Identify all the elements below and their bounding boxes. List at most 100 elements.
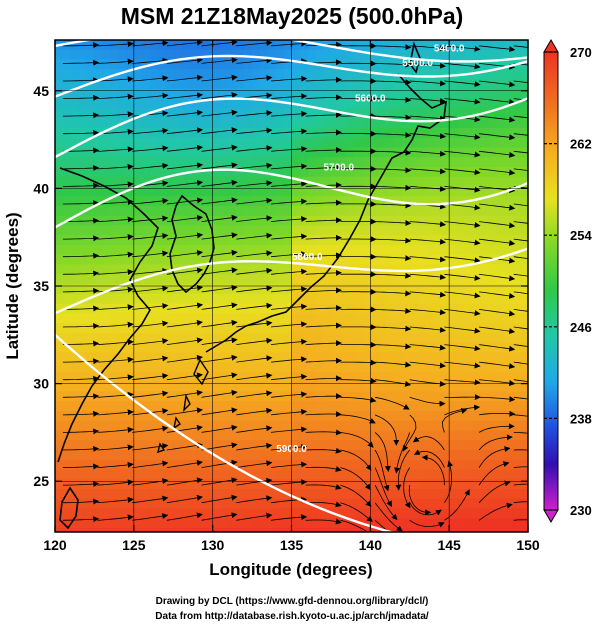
streamline [270,391,308,398]
streamline [479,273,516,282]
heatmap-cell [244,206,253,217]
heatmap-cell [62,88,72,100]
heatmap-cell [299,235,308,246]
heatmap-cell [346,254,356,266]
heatmap-cell [78,528,88,532]
heatmap-cell [283,508,293,519]
heatmap-cell [346,342,356,353]
streamline [305,357,342,364]
heatmap-cell [394,489,403,500]
heatmap-cell [354,469,364,480]
streamline [444,344,481,352]
heatmap-cell [433,498,442,510]
heatmap-cell [204,147,214,158]
heatmap-cell [110,469,119,480]
heatmap-cell [457,166,466,178]
heatmap-cell [401,411,411,422]
heatmap-cell [330,254,340,266]
heatmap-cell [338,274,348,285]
heatmap-cell [165,59,174,70]
heatmap-cell [386,411,395,422]
heatmap-cell [102,69,111,80]
heatmap-cell [157,411,166,422]
heatmap-cell [212,186,222,197]
heatmap-cell [118,352,127,363]
heatmap-cell [433,274,442,285]
heatmap-cell [417,342,427,353]
heatmap-cell [86,489,95,500]
heatmap-cell [457,264,466,275]
heatmap-cell [291,352,300,363]
heatmap-cell [378,79,387,90]
heatmap-cell [70,420,80,432]
heatmap-cell [62,176,72,188]
heatmap-cell [196,69,206,80]
heatmap-cell [362,332,371,344]
heatmap-cell [409,157,419,168]
heatmap-cell [141,137,151,148]
heatmap-cell [212,313,222,324]
streamline [409,361,446,369]
heatmap-cell [94,411,103,422]
heatmap-cell [275,186,285,197]
heatmap-cell [504,206,513,217]
heatmap-cell [315,430,324,441]
heatmap-cell [417,108,427,119]
heatmap-cell [307,440,316,451]
streamline [409,238,446,245]
heatmap-cell [512,215,521,227]
heatmap-cell [323,459,332,471]
heatmap-cell [354,235,364,246]
heatmap-cell [118,303,127,314]
streamline [62,463,100,470]
heatmap-cell [189,440,198,451]
heatmap-cell [244,284,253,295]
heatmap-cell [504,450,513,461]
streamline [305,129,342,136]
streamline [236,425,273,433]
heatmap-cell [417,371,427,383]
heatmap-cell [394,303,403,314]
heatmap-cell [260,489,269,500]
heatmap-cell [472,225,482,236]
heatmap-cell [496,118,505,129]
heatmap-cell [464,206,474,217]
heatmap-cell [338,137,348,148]
heatmap-cell [346,332,356,344]
heatmap-cell [362,225,371,236]
heatmap-cell [315,293,324,305]
streamline [236,145,273,152]
heatmap-cell [220,157,229,168]
heatmap-cell [457,157,466,168]
heatmap-cell [386,352,395,363]
heatmap-cell [488,352,498,363]
heatmap-cell [496,186,505,197]
heatmap-cell [441,440,450,451]
heatmap-cell [110,440,119,451]
heatmap-cell [378,508,387,519]
heatmap-cell [196,391,206,402]
heatmap-cell [102,118,111,129]
heatmap-cell [283,303,293,314]
heatmap-cell [126,381,135,393]
heatmap-cell [441,225,450,236]
heatmap-cell [220,215,229,227]
heatmap-cell [189,235,198,246]
streamline [444,133,481,140]
heatmap-cell [118,264,127,275]
heatmap-cell [457,381,466,393]
heatmap-cell [512,323,521,334]
heatmap-cell [464,264,474,275]
heatmap-cell [504,459,513,471]
heatmap-cell [165,459,174,471]
heatmap-cell [488,157,498,168]
heatmap-cell [141,235,151,246]
heatmap-cell [236,401,245,412]
heatmap-cell [472,391,482,402]
heatmap-cell [220,79,229,90]
heatmap-cell [149,508,159,519]
streamline [270,408,308,416]
heatmap-cell [204,508,214,519]
